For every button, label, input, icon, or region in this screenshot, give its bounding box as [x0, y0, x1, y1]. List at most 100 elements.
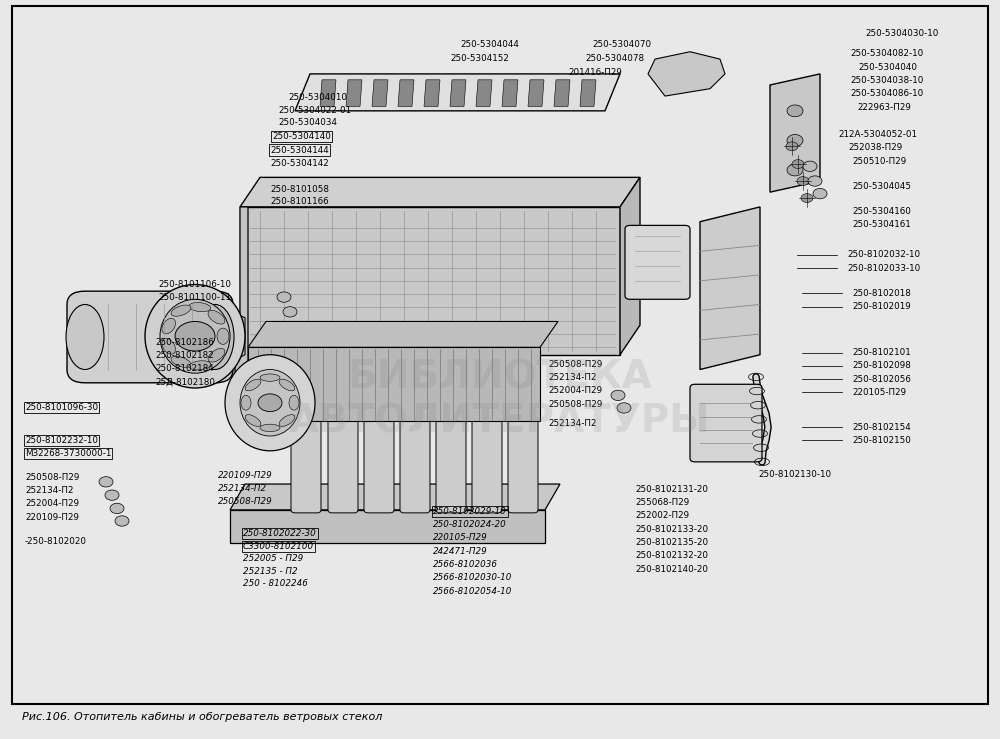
Text: 252134-П2: 252134-П2	[218, 484, 267, 493]
Circle shape	[175, 321, 215, 351]
Text: МЗ2268-3730000-1: МЗ2268-3730000-1	[25, 449, 111, 458]
Circle shape	[803, 161, 817, 171]
Text: 252004-П29: 252004-П29	[548, 386, 602, 395]
Polygon shape	[372, 80, 388, 106]
Text: 252002-П29: 252002-П29	[635, 511, 689, 520]
Text: 250-8102135-20: 250-8102135-20	[635, 538, 708, 547]
Ellipse shape	[279, 379, 295, 391]
Text: 255068-П29: 255068-П29	[635, 498, 689, 507]
Circle shape	[786, 142, 798, 151]
Text: 250-8101096-30: 250-8101096-30	[25, 403, 98, 412]
Text: Рис.106. Отопитель кабины и обогреватель ветровых стекол: Рис.106. Отопитель кабины и обогреватель…	[22, 712, 382, 722]
Circle shape	[617, 403, 631, 413]
Text: 252038-П29: 252038-П29	[848, 143, 902, 152]
Ellipse shape	[162, 338, 175, 354]
Text: 250508-П29: 250508-П29	[548, 400, 602, 409]
Ellipse shape	[171, 305, 191, 316]
Ellipse shape	[145, 285, 245, 388]
Circle shape	[258, 394, 282, 412]
FancyBboxPatch shape	[328, 348, 358, 513]
Text: 250-5304161: 250-5304161	[852, 220, 911, 229]
Text: -250-8102020: -250-8102020	[25, 537, 87, 546]
Text: 250-8102022-30: 250-8102022-30	[243, 529, 317, 538]
Circle shape	[801, 194, 813, 202]
Ellipse shape	[189, 302, 211, 312]
Text: 252134-П2: 252134-П2	[548, 373, 596, 382]
Ellipse shape	[225, 355, 315, 451]
Text: 250510-П29: 250510-П29	[852, 157, 906, 166]
Circle shape	[105, 490, 119, 500]
Text: 252134-П2: 252134-П2	[548, 419, 596, 428]
Text: 250-5304034: 250-5304034	[278, 118, 337, 127]
Text: С3300-8102100: С3300-8102100	[243, 542, 314, 551]
Text: БИБЛИОТЕКА
АВТОЛИТЕРАТУРЫ: БИБЛИОТЕКА АВТОЛИТЕРАТУРЫ	[289, 358, 711, 440]
FancyBboxPatch shape	[400, 348, 430, 513]
Text: 250-5304070: 250-5304070	[592, 40, 651, 49]
Text: 250-8102140-20: 250-8102140-20	[635, 565, 708, 573]
Text: 250-5304030-10: 250-5304030-10	[865, 29, 938, 38]
FancyBboxPatch shape	[436, 348, 466, 513]
Text: 252135 - П2: 252135 - П2	[243, 567, 298, 576]
Text: 250-8102098: 250-8102098	[852, 361, 911, 370]
Text: 250-8102150: 250-8102150	[852, 436, 911, 445]
Polygon shape	[240, 177, 640, 207]
Polygon shape	[770, 74, 820, 192]
Text: 250-8102133-20: 250-8102133-20	[635, 525, 708, 534]
Text: 250-8102182: 250-8102182	[155, 351, 214, 360]
Polygon shape	[528, 80, 544, 106]
Text: 250-5304022-01: 250-5304022-01	[278, 106, 351, 115]
Text: 250-5304038-10: 250-5304038-10	[850, 76, 923, 85]
Circle shape	[283, 307, 297, 317]
Text: 250-8101058: 250-8101058	[270, 185, 329, 194]
Circle shape	[99, 477, 113, 487]
Circle shape	[808, 176, 822, 186]
Polygon shape	[235, 207, 248, 421]
Text: 242471-П29: 242471-П29	[433, 547, 488, 556]
Text: 250508-П29: 250508-П29	[218, 497, 273, 506]
Text: 222963-П29: 222963-П29	[857, 103, 911, 112]
Ellipse shape	[289, 395, 299, 410]
Text: 250-8102101: 250-8102101	[852, 348, 911, 357]
Circle shape	[797, 177, 809, 185]
Text: 252005 - П29: 252005 - П29	[243, 554, 303, 563]
Text: 250-5304078: 250-5304078	[585, 54, 644, 63]
Ellipse shape	[260, 424, 280, 432]
Text: 250-5304086-10: 250-5304086-10	[850, 89, 923, 98]
Circle shape	[792, 160, 804, 168]
Circle shape	[787, 134, 803, 146]
Circle shape	[110, 503, 124, 514]
Text: 2566-8102054-10: 2566-8102054-10	[433, 587, 512, 596]
Ellipse shape	[196, 304, 234, 370]
Text: 2566-8102036: 2566-8102036	[433, 560, 498, 569]
Text: 25Д-8102180: 25Д-8102180	[155, 378, 215, 386]
Ellipse shape	[241, 395, 251, 410]
Polygon shape	[700, 207, 760, 370]
Text: 250-8102032-10: 250-8102032-10	[847, 251, 920, 259]
Polygon shape	[215, 304, 245, 370]
FancyBboxPatch shape	[472, 348, 502, 513]
Circle shape	[787, 164, 803, 176]
Text: 250508-П29: 250508-П29	[25, 473, 79, 482]
Text: 250508-П29: 250508-П29	[548, 360, 602, 369]
Text: 250-5304152: 250-5304152	[450, 54, 509, 63]
Ellipse shape	[279, 415, 295, 426]
FancyBboxPatch shape	[67, 291, 233, 383]
Text: 250-5304045: 250-5304045	[852, 182, 911, 191]
Text: 250-5304010: 250-5304010	[288, 93, 347, 102]
Polygon shape	[295, 74, 620, 111]
FancyBboxPatch shape	[291, 348, 321, 513]
Text: 250-8102056: 250-8102056	[852, 375, 911, 384]
Polygon shape	[230, 484, 560, 510]
Polygon shape	[248, 347, 540, 421]
Circle shape	[813, 188, 827, 199]
Text: 250-8102018: 250-8102018	[852, 289, 911, 298]
FancyBboxPatch shape	[508, 348, 538, 513]
Text: 250-8102131-20: 250-8102131-20	[635, 485, 708, 494]
Ellipse shape	[208, 348, 225, 362]
Polygon shape	[424, 80, 440, 106]
Text: 250-5304142: 250-5304142	[270, 159, 329, 168]
Text: 201416-П29: 201416-П29	[568, 68, 622, 77]
Text: 250-8102132-20: 250-8102132-20	[635, 551, 708, 560]
Ellipse shape	[162, 319, 175, 334]
Text: 220105-П29: 220105-П29	[433, 534, 488, 542]
